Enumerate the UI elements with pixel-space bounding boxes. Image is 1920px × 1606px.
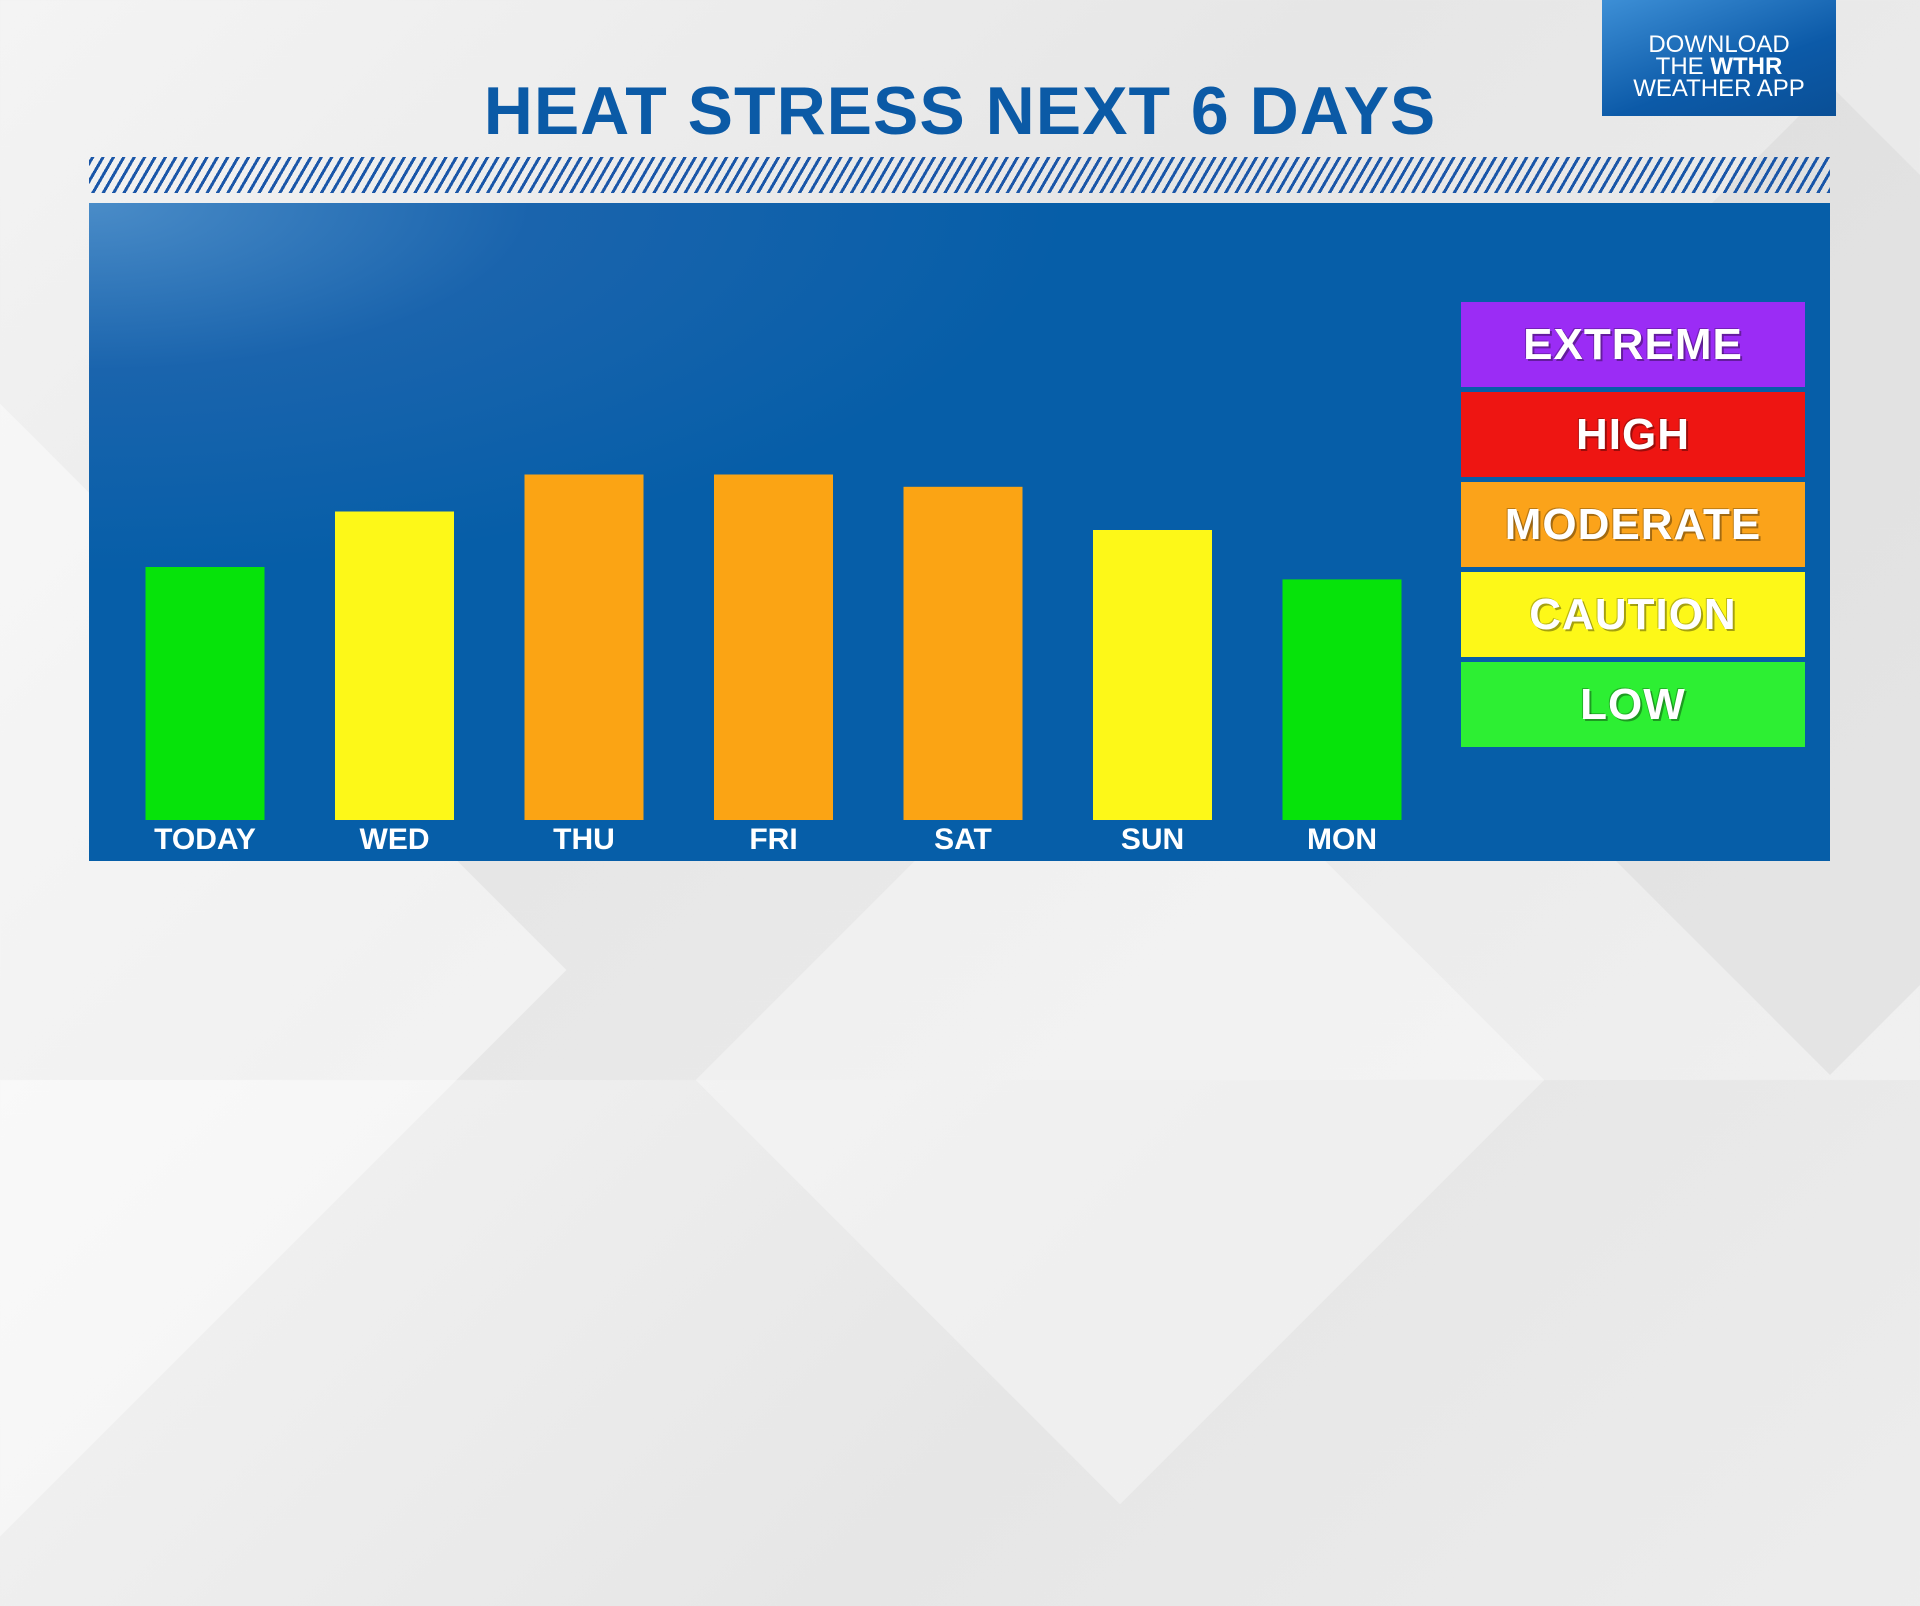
x-tick-label-fri: FRI [749, 823, 797, 856]
bar-mon [1282, 579, 1402, 820]
bar-chart: TODAY WED THU FRI SAT SUN MON [145, 474, 1402, 856]
legend-item-low: LOW [1461, 662, 1805, 747]
legend-item-caution: CAUTION [1461, 572, 1805, 657]
legend-item-high: HIGH [1461, 392, 1805, 477]
promo-the-text: THE [1655, 53, 1711, 80]
bar-thu [524, 474, 644, 820]
app-download-promo[interactable]: DOWNLOAD THE WTHR WEATHER APP [1602, 0, 1836, 116]
legend-item-moderate: MODERATE [1461, 482, 1805, 567]
bar-fri [714, 474, 833, 820]
x-tick-label-thu: THU [553, 823, 615, 856]
bar-today [145, 567, 265, 820]
promo-line-2: THE WTHR [1602, 53, 1836, 80]
legend-item-extreme: EXTREME [1461, 302, 1805, 387]
bar-sat [903, 486, 1023, 820]
x-tick-label-sun: SUN [1121, 823, 1184, 856]
x-tick-label-today: TODAY [154, 823, 256, 856]
x-tick-label-wed: WED [360, 823, 430, 856]
wthr-brand-text: WTHR [1710, 53, 1783, 80]
x-tick-label-sat: SAT [934, 823, 992, 856]
promo-line-1: DOWNLOAD [1648, 31, 1790, 58]
bar-wed [335, 511, 454, 820]
bar-sun [1093, 530, 1212, 820]
x-tick-label-mon: MON [1307, 823, 1377, 856]
chart-title: HEAT STRESS NEXT 6 DAYS [483, 73, 1437, 149]
hatch-divider [89, 157, 1830, 193]
promo-line-3: WEATHER APP [1633, 75, 1805, 102]
